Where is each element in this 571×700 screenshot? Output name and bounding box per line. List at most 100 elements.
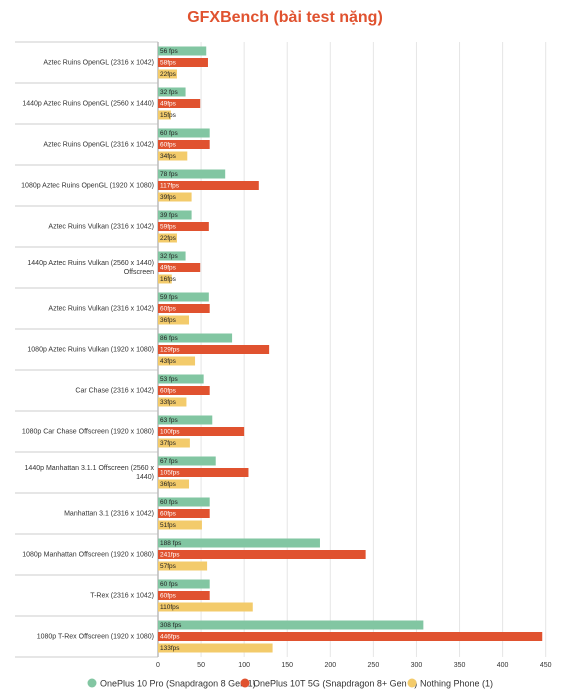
value-label: 86 fps: [160, 335, 178, 342]
value-label: 60fps: [160, 388, 177, 395]
value-label: 15fps: [160, 112, 177, 119]
bar: [158, 397, 187, 407]
value-label: 22fps: [160, 71, 177, 78]
x-tick-label: 100: [238, 662, 250, 669]
value-label: 36fps: [160, 481, 177, 488]
x-tick-label: 400: [497, 662, 509, 669]
value-label: 22fps: [160, 235, 177, 242]
value-label: 67 fps: [160, 458, 178, 465]
bar: [158, 427, 245, 436]
bar: [158, 509, 210, 518]
value-label: 241fps: [160, 552, 180, 559]
x-tick-label: 0: [156, 662, 160, 669]
bar: [158, 222, 209, 231]
category-label: 1080p T-Rex Offscreen (1920 x 1080): [37, 633, 154, 640]
bar: [158, 140, 210, 149]
bar: [158, 210, 192, 220]
category-label: 1080p Aztec Ruins OpenGL (1920 X 1080): [21, 182, 154, 189]
value-label: 59 fps: [160, 294, 178, 301]
bar: [158, 520, 202, 530]
bar: [158, 591, 210, 600]
value-label: 100fps: [160, 429, 180, 436]
x-tick-label: 350: [454, 662, 466, 669]
category-label: T-Rex (2316 x 1042): [90, 592, 154, 599]
value-label: 16fps: [160, 276, 177, 283]
bar: [158, 497, 210, 507]
bar: [158, 438, 190, 448]
value-label: 60 fps: [160, 581, 178, 588]
value-label: 60fps: [160, 306, 177, 313]
bar: [158, 110, 171, 120]
value-label: 53 fps: [160, 376, 178, 383]
bar: [158, 456, 216, 466]
category-label: Aztec Ruins Vulkan (2316 x 1042): [48, 223, 154, 230]
value-label: 188 fps: [160, 540, 182, 547]
bar: [158, 192, 192, 202]
bar: [158, 602, 253, 612]
value-label: 60 fps: [160, 499, 178, 506]
bar: [158, 538, 320, 548]
value-label: 34fps: [160, 153, 177, 160]
bar: [158, 374, 204, 384]
bar: [158, 99, 201, 108]
x-tick-label: 50: [197, 662, 205, 669]
x-tick-label: 250: [368, 662, 380, 669]
bar: [158, 128, 210, 138]
value-label: 60 fps: [160, 130, 178, 137]
bar: [158, 292, 209, 302]
bar: [158, 620, 424, 630]
x-tick-label: 200: [324, 662, 336, 669]
category-label: 1080p Aztec Ruins Vulkan (1920 x 1080): [27, 346, 154, 353]
value-label: 59fps: [160, 224, 177, 231]
value-label: 133fps: [160, 645, 180, 652]
bar: [158, 46, 207, 56]
legend-label: OnePlus 10T 5G (Snapdragon 8+ Gen 1): [253, 678, 417, 688]
value-label: 51fps: [160, 522, 177, 529]
value-label: 36fps: [160, 317, 177, 324]
value-label: 110fps: [160, 604, 180, 611]
category-label: 1080p Manhattan Offscreen (1920 x 1080): [22, 551, 154, 558]
value-label: 308 fps: [160, 622, 182, 629]
value-label: 32 fps: [160, 253, 178, 260]
value-label: 33fps: [160, 399, 177, 406]
value-label: 105fps: [160, 470, 180, 477]
legend-label: Nothing Phone (1): [420, 678, 493, 688]
bar: [158, 561, 208, 571]
value-label: 32 fps: [160, 89, 178, 96]
value-label: 49fps: [160, 265, 177, 272]
category-label: Car Chase (2316 x 1042): [75, 387, 154, 394]
value-label: 57fps: [160, 563, 177, 570]
x-tick-label: 300: [411, 662, 423, 669]
value-label: 37fps: [160, 440, 177, 447]
bar: [158, 251, 186, 261]
value-label: 60fps: [160, 511, 177, 518]
category-label: Aztec Ruins OpenGL (2316 x 1042): [43, 141, 154, 148]
bar: [158, 479, 190, 489]
value-label: 49fps: [160, 101, 177, 108]
bar: [158, 87, 186, 97]
value-label: 39 fps: [160, 212, 178, 219]
legend-swatch: [407, 678, 417, 688]
bar: [158, 386, 210, 395]
bar: [158, 151, 188, 161]
chart-title: GFXBench (bài test nặng): [187, 9, 383, 26]
bar: [158, 315, 190, 325]
bar: [158, 181, 259, 190]
bar: [158, 333, 233, 343]
bar: [158, 274, 172, 284]
value-label: 63 fps: [160, 417, 178, 424]
category-label: Aztec Ruins Vulkan (2316 x 1042): [48, 305, 154, 312]
bar: [158, 579, 210, 589]
bar: [158, 415, 213, 425]
value-label: 60fps: [160, 142, 177, 149]
value-label: 446fps: [160, 634, 180, 641]
legend-label: OnePlus 10 Pro (Snapdragon 8 Gen 1): [100, 678, 256, 688]
category-label: 1440p Aztec Ruins OpenGL (2560 x 1440): [22, 100, 154, 107]
bar: [158, 550, 366, 559]
value-label: 58fps: [160, 60, 177, 67]
bar: [158, 233, 177, 243]
value-label: 43fps: [160, 358, 177, 365]
value-label: 60fps: [160, 593, 177, 600]
